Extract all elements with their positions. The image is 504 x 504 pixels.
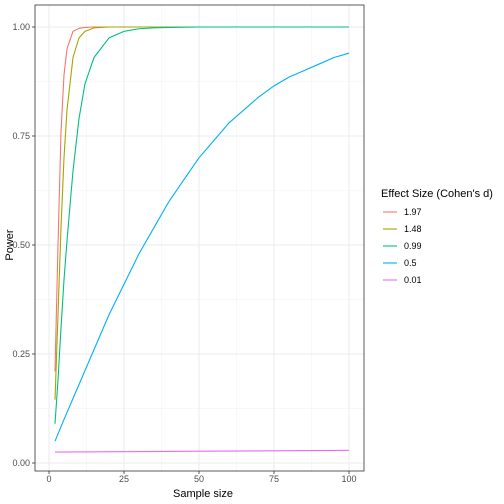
- plot-area: [34, 4, 365, 472]
- y-tick-label: 0.25: [12, 349, 30, 359]
- y-tick-label: 0.00: [12, 458, 30, 468]
- panel-border: [34, 4, 365, 472]
- legend-items: 1.97 1.48 0.99 0.5 0.01: [383, 207, 422, 285]
- x-tick-label: 0: [46, 474, 51, 484]
- series-line-0-01: [54, 449, 350, 453]
- legend-label-1-48: 1.48: [404, 224, 422, 234]
- series-line-1-48: [54, 26, 349, 400]
- y-axis: 0.00 0.25 0.50 0.75 1.00: [12, 22, 35, 468]
- y-tick-label: 1.00: [12, 22, 30, 32]
- legend-label-0-5: 0.5: [404, 258, 417, 268]
- x-axis: 0 25 50 75 100: [46, 471, 357, 484]
- legend: Effect Size (Cohen's d) 1.97 1.48 0.99 0.5 0…: [381, 188, 493, 285]
- legend-label-1-97: 1.97: [404, 207, 422, 217]
- x-tick-label: 25: [119, 474, 129, 484]
- y-tick-label: 0.75: [12, 131, 30, 141]
- x-tick-label: 75: [269, 474, 279, 484]
- x-tick-label: 50: [194, 474, 204, 484]
- y-axis-title: Power: [4, 229, 16, 261]
- legend-label-0-99: 0.99: [404, 241, 422, 251]
- y-tick-label: 0.50: [12, 240, 30, 250]
- x-axis-title: Sample size: [173, 488, 233, 500]
- x-tick-label: 100: [341, 474, 356, 484]
- legend-title: Effect Size (Cohen's d): [381, 188, 493, 200]
- legend-label-0-01: 0.01: [404, 275, 422, 285]
- series-line-0-99: [54, 26, 349, 424]
- series-line-0-5: [54, 52, 350, 442]
